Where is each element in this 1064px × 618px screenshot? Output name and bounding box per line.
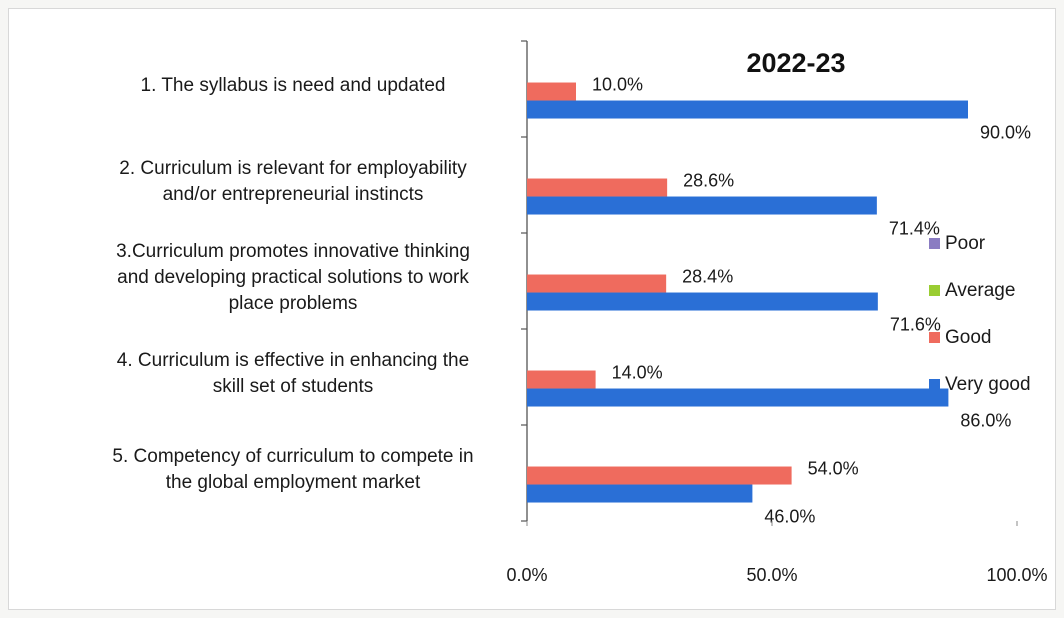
category-label: 4. Curriculum is effective in enhancing …	[117, 350, 469, 397]
bar-good	[527, 82, 576, 101]
x-tick-label: 0.0%	[506, 565, 547, 585]
data-label: 71.6%	[890, 315, 941, 335]
bar-chart: 2022-23 10.0% 90.0% 28.6% 71.4% 28.4% 71.6% 14…	[112, 40, 1048, 585]
x-tick-label: 50.0%	[746, 565, 797, 585]
data-label: 86.0%	[960, 411, 1011, 431]
data-label: 10.0%	[592, 75, 643, 95]
legend-label: Poor	[945, 233, 986, 254]
data-label: 46.0%	[764, 507, 815, 527]
chart-title: 2022-23	[746, 48, 845, 78]
bar-very-good	[527, 388, 949, 407]
bar-good	[527, 370, 596, 389]
legend-label: Average	[945, 280, 1015, 301]
legend-swatch	[929, 285, 940, 296]
category-label: 3.Curriculum promotes innovative thinkin…	[116, 241, 470, 314]
legend-label: Very good	[945, 374, 1031, 395]
data-label: 71.4%	[889, 219, 940, 239]
legend-label: Good	[945, 327, 991, 348]
bar-very-good	[527, 100, 968, 119]
category-label: 2. Curriculum is relevant for employabil…	[119, 158, 467, 205]
data-label: 90.0%	[980, 123, 1031, 143]
x-tick-label: 100.0%	[986, 565, 1047, 585]
data-label: 28.4%	[682, 267, 733, 287]
bar-very-good	[527, 196, 877, 215]
bar-very-good	[527, 292, 878, 311]
category-label: 5. Competency of curriculum to compete i…	[112, 446, 473, 493]
legend-swatch	[929, 238, 940, 249]
legend-swatch	[929, 379, 940, 390]
chart-frame: 2022-23 10.0% 90.0% 28.6% 71.4% 28.4% 71.6% 14…	[8, 8, 1056, 610]
category-label: 1. The syllabus is need and updated	[141, 75, 446, 96]
data-label: 14.0%	[612, 363, 663, 383]
bar-very-good	[527, 484, 753, 503]
bar-good	[527, 274, 667, 293]
legend-swatch	[929, 332, 940, 343]
bar-good	[527, 178, 668, 197]
data-label: 28.6%	[683, 171, 734, 191]
bar-good	[527, 466, 792, 485]
data-label: 54.0%	[808, 459, 859, 479]
